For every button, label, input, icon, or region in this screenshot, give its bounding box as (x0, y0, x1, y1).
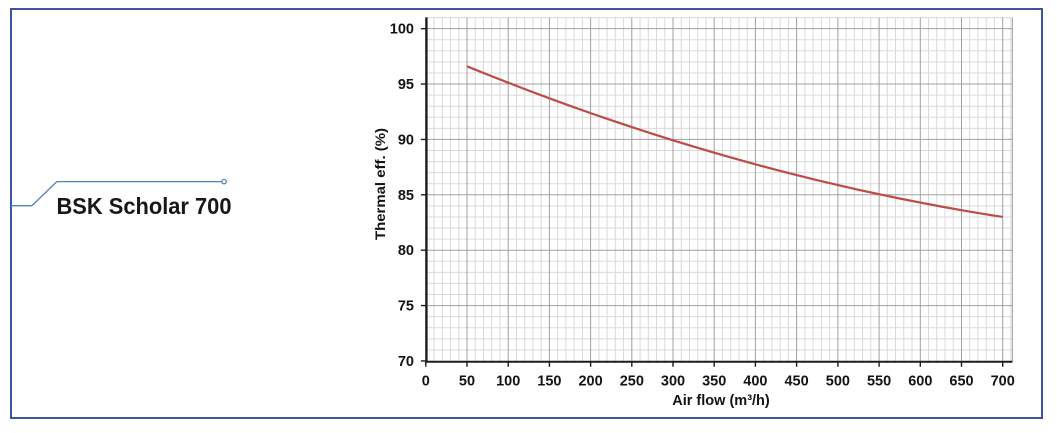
svg-text:80: 80 (398, 243, 414, 259)
svg-text:0: 0 (422, 374, 430, 390)
svg-text:450: 450 (784, 374, 808, 390)
svg-text:650: 650 (949, 374, 973, 390)
svg-text:100: 100 (390, 22, 414, 38)
svg-text:50: 50 (459, 374, 475, 390)
svg-text:150: 150 (537, 374, 561, 390)
svg-text:Thermal eff. (%): Thermal eff. (%) (372, 128, 388, 240)
svg-text:700: 700 (991, 374, 1015, 390)
svg-text:BSK Scholar 700: BSK Scholar 700 (57, 193, 232, 219)
svg-text:300: 300 (661, 374, 685, 390)
svg-text:600: 600 (908, 374, 932, 390)
svg-text:95: 95 (398, 77, 414, 93)
svg-text:500: 500 (826, 374, 850, 390)
svg-text:550: 550 (867, 374, 891, 390)
svg-text:75: 75 (398, 299, 414, 315)
svg-text:400: 400 (743, 374, 767, 390)
svg-text:70: 70 (398, 354, 414, 370)
svg-text:85: 85 (398, 188, 414, 204)
svg-text:100: 100 (496, 374, 520, 390)
svg-text:90: 90 (398, 132, 414, 148)
svg-text:Air flow (m³/h): Air flow (m³/h) (672, 392, 770, 409)
svg-text:250: 250 (620, 374, 644, 390)
svg-text:200: 200 (578, 374, 602, 390)
svg-text:350: 350 (702, 374, 726, 390)
